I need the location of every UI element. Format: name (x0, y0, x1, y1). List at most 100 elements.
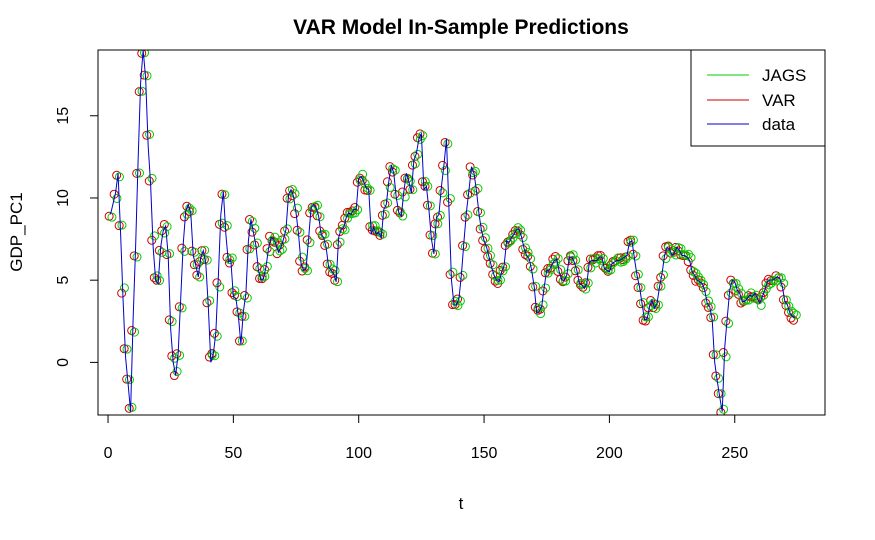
jags-point (511, 228, 521, 238)
jags-point (350, 208, 360, 218)
jags-point (541, 283, 551, 293)
var-point (302, 235, 312, 245)
var-point (322, 259, 332, 269)
x-tick-label: 0 (104, 445, 113, 462)
var-point (292, 225, 302, 235)
jags-point (225, 255, 235, 265)
jags-point (734, 284, 744, 294)
x-tick-label: 150 (471, 445, 498, 462)
x-tick-label: 50 (224, 445, 242, 462)
var-point (415, 129, 425, 139)
jags-point (162, 222, 172, 232)
jags-point (656, 281, 666, 291)
var-point (553, 266, 563, 276)
jags-point (363, 183, 373, 193)
jags-point (638, 298, 648, 308)
jags-point (626, 237, 636, 247)
jags-point (706, 302, 716, 312)
jags-point (425, 201, 435, 211)
jags-point (187, 206, 197, 216)
var-point (164, 315, 174, 325)
jags-point (503, 238, 513, 248)
jags-point (380, 209, 390, 219)
jags-point (297, 252, 307, 262)
jags-point (403, 173, 413, 183)
jags-point (245, 244, 255, 254)
var-point (417, 177, 427, 187)
jags-point (523, 247, 533, 257)
y-tick-label: 10 (55, 189, 72, 207)
jags-point (335, 237, 345, 247)
var-point (445, 270, 455, 280)
jags-point (759, 290, 769, 300)
jags-point (400, 192, 410, 202)
jags-point (463, 210, 473, 220)
jags-point (180, 246, 190, 256)
jags-point (252, 238, 262, 248)
jags-point (458, 270, 468, 280)
var-point (523, 251, 533, 261)
jags-point (315, 212, 325, 222)
jags-point (405, 176, 415, 186)
jags-point (526, 254, 536, 264)
jags-point (305, 238, 315, 248)
jags-point (295, 227, 305, 237)
jags-point (192, 260, 202, 270)
jags-point (501, 262, 511, 272)
var-point (332, 240, 342, 250)
jags-point (340, 225, 350, 235)
jags-point (300, 263, 310, 273)
jags-point (132, 252, 142, 262)
jags-point (142, 71, 152, 81)
jags-point (508, 233, 518, 243)
jags-point (267, 235, 277, 245)
jags-point (724, 318, 734, 328)
var-point (633, 283, 643, 293)
jags-point (709, 312, 719, 322)
jags-point (217, 218, 227, 228)
var-point (234, 336, 244, 346)
jags-point (150, 231, 160, 241)
jags-point (265, 247, 275, 257)
jags-point (202, 255, 212, 265)
axes-layer: 0 50 100 150 200 250 0 5 10 15 (55, 107, 748, 462)
data-line (110, 50, 796, 412)
jags-point (383, 198, 393, 208)
jags-point (438, 188, 448, 198)
jags-point (420, 176, 430, 186)
jags-point (448, 267, 458, 277)
series-layer (104, 50, 801, 415)
jags-point (290, 189, 300, 199)
jags-point (114, 172, 124, 182)
jags-point (292, 203, 302, 213)
jags-point (200, 245, 210, 255)
var-point (134, 87, 144, 97)
jags-point (418, 131, 428, 141)
var-point (723, 290, 733, 300)
jags-point (661, 254, 671, 264)
var-point (688, 270, 698, 280)
var-point (430, 219, 440, 229)
jags-point (378, 229, 388, 239)
var-point (154, 245, 164, 255)
jags-point (628, 235, 638, 245)
jags-point (791, 310, 801, 320)
var-point (305, 208, 315, 218)
var-point (152, 275, 162, 285)
jags-point (641, 312, 651, 322)
jags-point (122, 344, 132, 354)
jags-point (719, 404, 729, 414)
var-point (350, 203, 360, 213)
jags-point (455, 296, 465, 306)
legend-label-data: data (762, 115, 796, 134)
var-point (179, 212, 189, 222)
var-point (290, 209, 300, 219)
series-jags (107, 50, 801, 414)
jags-point (543, 268, 553, 278)
jags-point (413, 149, 423, 159)
var-point (245, 215, 255, 225)
jags-point (175, 350, 185, 360)
jags-point (488, 260, 498, 270)
jags-point (445, 194, 455, 204)
